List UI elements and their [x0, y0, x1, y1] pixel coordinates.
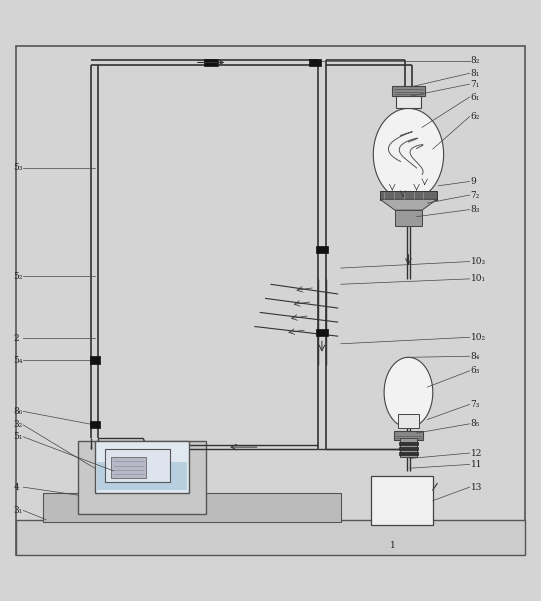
- Text: 10₃: 10₃: [471, 257, 486, 266]
- FancyBboxPatch shape: [396, 95, 421, 108]
- Polygon shape: [384, 358, 433, 428]
- FancyBboxPatch shape: [111, 457, 146, 478]
- Text: 8₅: 8₅: [471, 419, 480, 429]
- FancyBboxPatch shape: [394, 432, 424, 440]
- Text: 6₁: 6₁: [471, 93, 480, 102]
- FancyBboxPatch shape: [399, 442, 418, 445]
- FancyBboxPatch shape: [95, 441, 189, 493]
- FancyBboxPatch shape: [16, 520, 525, 555]
- FancyBboxPatch shape: [78, 441, 206, 514]
- FancyBboxPatch shape: [97, 462, 187, 490]
- FancyBboxPatch shape: [316, 329, 328, 337]
- FancyBboxPatch shape: [16, 46, 525, 555]
- Text: 13: 13: [471, 483, 482, 492]
- Text: 9: 9: [471, 177, 477, 186]
- FancyBboxPatch shape: [399, 452, 418, 455]
- FancyBboxPatch shape: [395, 210, 422, 226]
- Text: 8₆: 8₆: [14, 407, 23, 416]
- FancyBboxPatch shape: [380, 191, 437, 200]
- FancyBboxPatch shape: [90, 356, 100, 364]
- Text: 10₁: 10₁: [471, 275, 486, 283]
- Text: 4: 4: [14, 483, 19, 492]
- Text: 12: 12: [471, 448, 482, 457]
- FancyBboxPatch shape: [105, 450, 170, 482]
- Text: 5₂: 5₂: [14, 272, 23, 281]
- FancyBboxPatch shape: [392, 87, 425, 96]
- Polygon shape: [373, 108, 444, 200]
- Text: 5₄: 5₄: [14, 356, 23, 365]
- Text: 2: 2: [14, 334, 19, 343]
- Text: 5₃: 5₃: [14, 163, 23, 172]
- Text: 10₂: 10₂: [471, 333, 486, 342]
- Text: 1: 1: [390, 540, 395, 549]
- Text: 7₃: 7₃: [471, 400, 480, 409]
- FancyBboxPatch shape: [43, 493, 341, 522]
- Text: 8₃: 8₃: [471, 205, 480, 214]
- Polygon shape: [380, 200, 437, 210]
- Text: 6₃: 6₃: [471, 367, 480, 376]
- FancyBboxPatch shape: [316, 246, 328, 252]
- Text: 3₁: 3₁: [14, 506, 23, 515]
- Text: 7₂: 7₂: [471, 191, 480, 200]
- FancyBboxPatch shape: [204, 59, 217, 66]
- Text: 7₁: 7₁: [471, 79, 480, 88]
- FancyBboxPatch shape: [309, 59, 321, 66]
- Text: 6₂: 6₂: [471, 112, 480, 121]
- FancyBboxPatch shape: [371, 477, 433, 525]
- FancyBboxPatch shape: [400, 439, 417, 457]
- Text: 8₂: 8₂: [471, 56, 480, 66]
- FancyBboxPatch shape: [90, 421, 100, 429]
- Text: 3₂: 3₂: [14, 421, 23, 430]
- FancyBboxPatch shape: [398, 414, 419, 428]
- Text: 8₄: 8₄: [471, 352, 480, 361]
- FancyBboxPatch shape: [399, 447, 418, 450]
- Text: 11: 11: [471, 460, 482, 469]
- Text: 5₁: 5₁: [14, 432, 23, 441]
- Text: 8₁: 8₁: [471, 69, 480, 78]
